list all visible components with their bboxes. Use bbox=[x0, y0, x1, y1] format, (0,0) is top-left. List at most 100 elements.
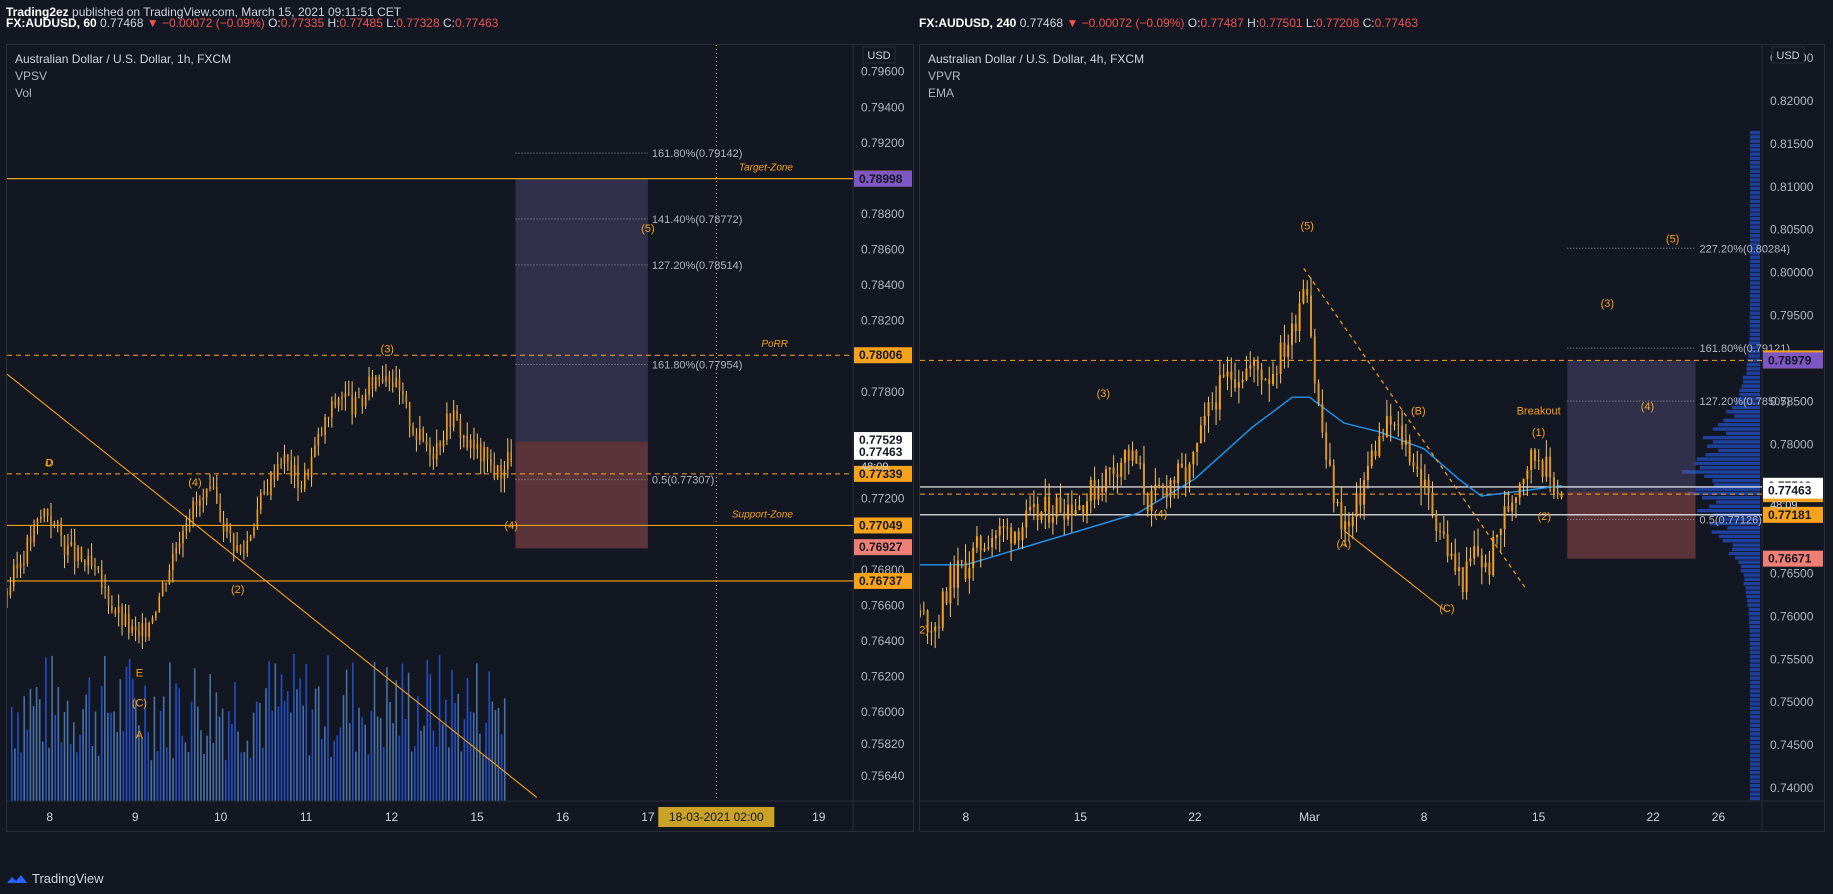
volume-profile-bar bbox=[1749, 706, 1760, 710]
volume-profile-bar bbox=[1749, 272, 1760, 277]
author[interactable]: Trading2ez bbox=[6, 5, 69, 19]
left-indicator-vol[interactable]: Vol bbox=[15, 86, 32, 100]
candle-body bbox=[1006, 527, 1009, 529]
candle-body bbox=[419, 429, 421, 440]
footer-brand[interactable]: TradingView bbox=[32, 871, 104, 886]
volume-bar bbox=[305, 663, 308, 801]
volume-bar bbox=[234, 682, 236, 801]
fib-level-label: 161.80%(0.77954) bbox=[652, 359, 743, 371]
volume-bar bbox=[119, 679, 122, 801]
candle-body bbox=[510, 451, 512, 463]
left-indicator-vpsv[interactable]: VPSV bbox=[15, 69, 48, 83]
candle-body bbox=[1378, 435, 1381, 456]
volume-profile-bar bbox=[1717, 423, 1760, 427]
candle-body bbox=[1416, 466, 1419, 469]
candle-body bbox=[107, 587, 110, 606]
volume-bar bbox=[76, 752, 78, 801]
right-chart-svg[interactable]: 227.20%(0.80284)161.80%(0.79121)127.20%(… bbox=[920, 45, 1824, 831]
volume-profile-bar bbox=[1741, 384, 1760, 388]
candle-body bbox=[229, 523, 232, 534]
candle-body bbox=[415, 434, 418, 440]
left-symbol[interactable]: FX:AUDUSD, 60 bbox=[6, 16, 97, 30]
candle-body bbox=[1010, 527, 1013, 544]
tradingview-logo-icon bbox=[7, 874, 27, 883]
candle-body bbox=[449, 413, 452, 428]
fib-level-label: 127.20%(0.78514) bbox=[652, 260, 743, 272]
candle-body bbox=[1446, 534, 1449, 557]
volume-bar bbox=[370, 710, 373, 801]
volume-profile-bar bbox=[1749, 289, 1760, 294]
candle-body bbox=[1511, 502, 1514, 512]
volume-bar bbox=[131, 678, 134, 801]
volume-profile-bar bbox=[1749, 324, 1760, 328]
candle-body bbox=[1484, 562, 1487, 568]
right-chart-panel[interactable]: Australian Dollar / U.S. Dollar, 4h, FXC… bbox=[919, 44, 1825, 832]
candle-body bbox=[1120, 462, 1123, 477]
price-label-box bbox=[854, 465, 912, 482]
time-tick-label: 19 bbox=[812, 810, 826, 824]
right-chart-title: Australian Dollar / U.S. Dollar, 4h, FXC… bbox=[928, 52, 1145, 66]
volume-bar bbox=[150, 760, 153, 801]
volume-profile-bar bbox=[1745, 590, 1760, 594]
volume-bar bbox=[302, 705, 304, 801]
price-label-box bbox=[854, 539, 912, 556]
volume-profile-bar bbox=[1750, 156, 1760, 161]
right-indicator-vpvr[interactable]: VPVR bbox=[928, 69, 961, 83]
volume-bar bbox=[296, 689, 298, 801]
price-tick-label: 0.78500 bbox=[1770, 395, 1814, 409]
volume-bar bbox=[79, 734, 81, 801]
volume-bar bbox=[246, 740, 249, 801]
volume-bar bbox=[367, 754, 370, 801]
time-tick-label: 22 bbox=[1188, 810, 1202, 824]
left-chart-panel[interactable]: Australian Dollar / U.S. Dollar, 1h, FXC… bbox=[6, 44, 914, 832]
volume-profile-bar bbox=[1747, 599, 1760, 603]
volume-profile-bar bbox=[1749, 659, 1760, 663]
candle-body bbox=[1412, 462, 1415, 467]
volume-profile-bar bbox=[1749, 629, 1760, 633]
volume-profile-bar bbox=[1749, 276, 1760, 281]
volume-profile-bar bbox=[1750, 165, 1760, 169]
candle-body bbox=[1245, 368, 1248, 380]
candle-body bbox=[368, 376, 370, 395]
candle-body bbox=[297, 464, 299, 488]
volume-bar bbox=[314, 688, 317, 801]
volume-profile-bar bbox=[1749, 667, 1760, 672]
volume-profile-bar bbox=[1746, 362, 1760, 367]
price-tick-label: 0.76600 bbox=[861, 598, 905, 612]
volume-bar bbox=[94, 711, 97, 801]
time-tick-label: 12 bbox=[385, 810, 399, 824]
volume-bar bbox=[255, 701, 258, 801]
volume-profile-bar bbox=[1750, 745, 1760, 749]
volume-profile-bar bbox=[1750, 208, 1760, 212]
candle-body bbox=[1283, 342, 1286, 357]
left-chart-svg[interactable]: Target-Zone Support-Zone PoRR D 161.80%(0.79… bbox=[7, 45, 913, 831]
candle-body bbox=[1401, 425, 1404, 445]
candle-body bbox=[307, 469, 309, 477]
right-symbol[interactable]: FX:AUDUSD, 240 bbox=[919, 16, 1017, 30]
volume-profile-bar bbox=[1750, 148, 1760, 152]
price-label-text: 0.77463 bbox=[1768, 484, 1812, 498]
volume-bar bbox=[23, 696, 25, 801]
candle-body bbox=[84, 559, 86, 566]
volume-profile-bar bbox=[1705, 453, 1760, 457]
volume-profile-bar bbox=[1749, 264, 1760, 268]
volume-profile-bar bbox=[1747, 358, 1760, 363]
volume-profile-bar bbox=[1749, 620, 1760, 625]
volume-profile-bar bbox=[1749, 715, 1760, 719]
volume-profile-bar bbox=[1718, 534, 1760, 539]
volume-bar bbox=[355, 751, 357, 801]
price-tick-label: 0.76400 bbox=[861, 634, 905, 648]
candle-body bbox=[922, 610, 925, 612]
candle-body bbox=[1363, 479, 1366, 505]
candle-body bbox=[185, 523, 188, 531]
candle-body bbox=[1355, 492, 1358, 517]
right-indicator-ema[interactable]: EMA bbox=[928, 86, 955, 100]
candle-body bbox=[395, 377, 397, 387]
candle-body bbox=[215, 486, 218, 504]
volume-profile-bar bbox=[1749, 624, 1760, 629]
candle-body bbox=[1336, 501, 1339, 504]
volume-profile-bar bbox=[1702, 435, 1760, 440]
price-label-text: 0.77049 bbox=[859, 518, 903, 532]
volume-bar bbox=[268, 661, 270, 801]
volume-bar bbox=[144, 685, 146, 801]
